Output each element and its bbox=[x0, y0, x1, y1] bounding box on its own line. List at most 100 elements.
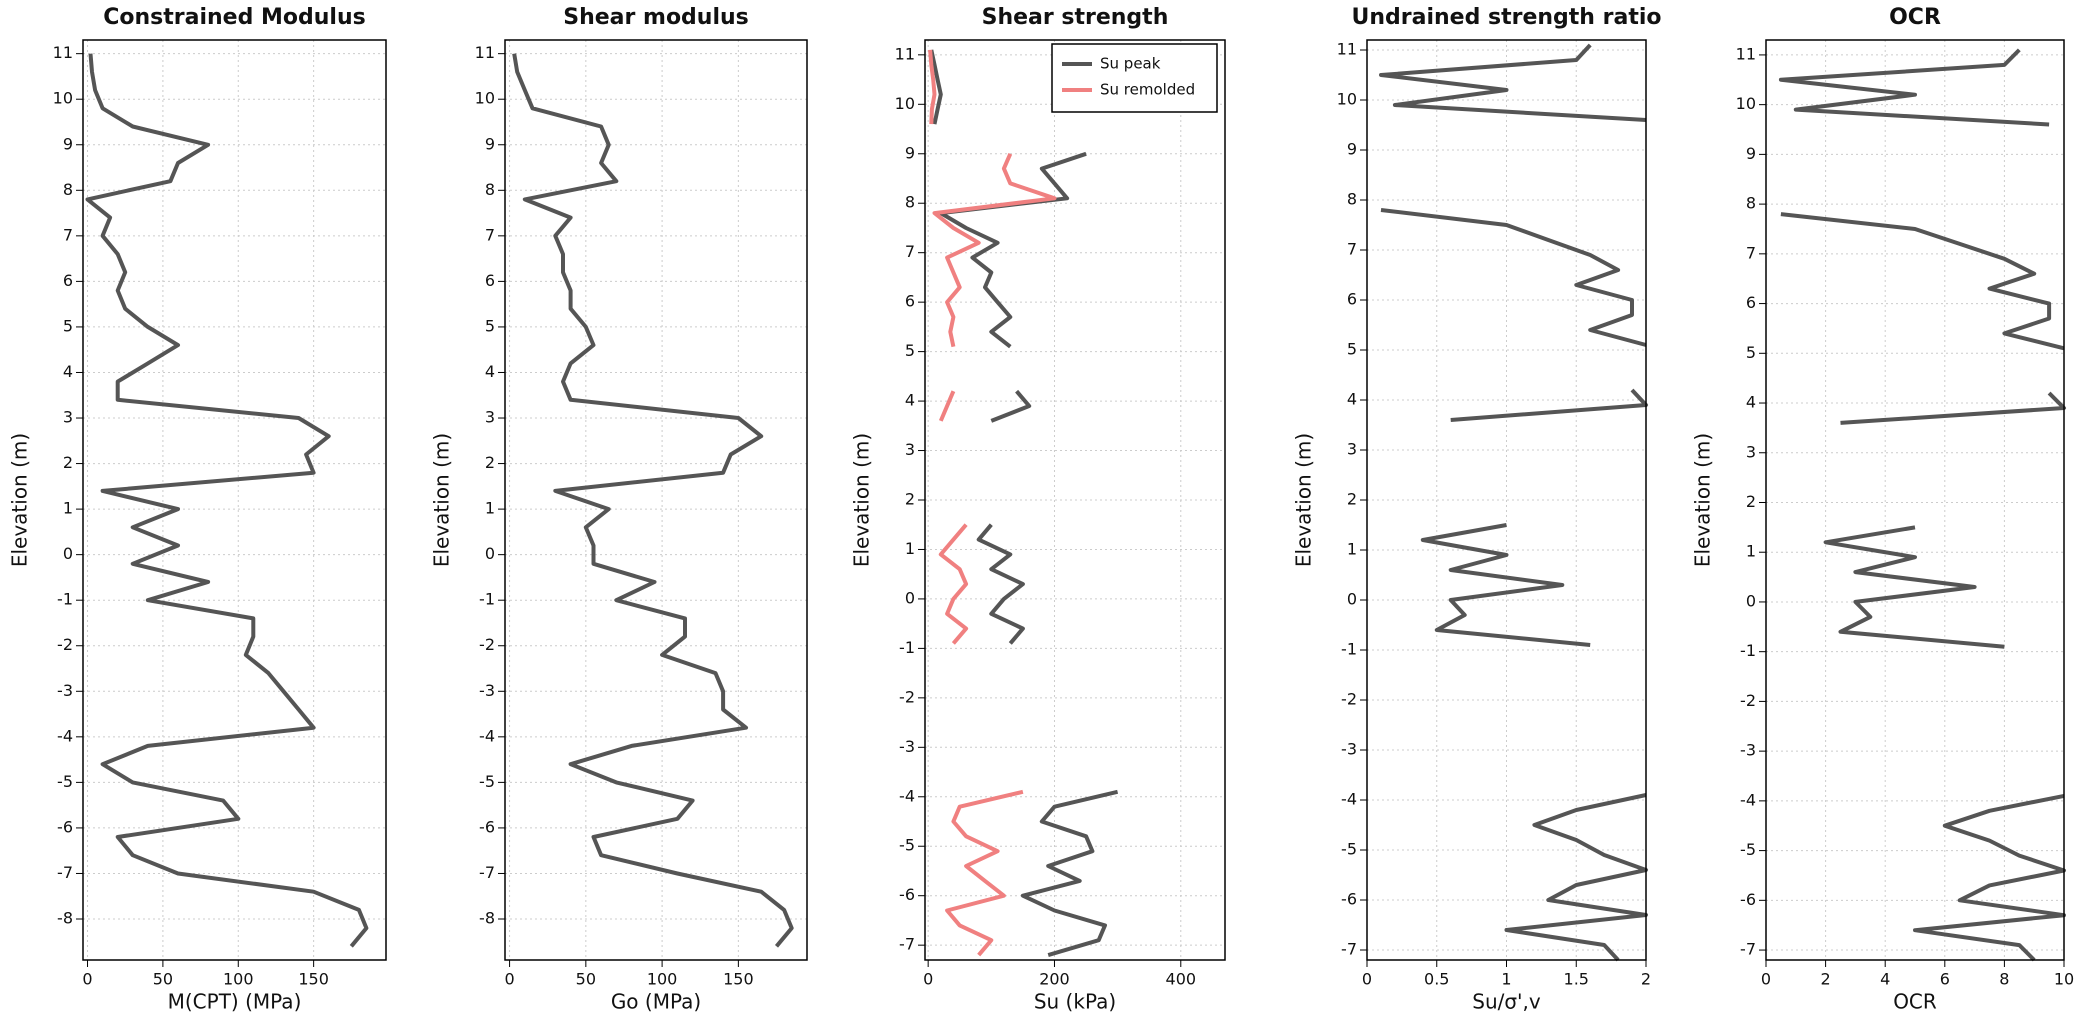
y-tick-label: -2 bbox=[57, 635, 73, 654]
y-tick-label: 8 bbox=[1347, 190, 1357, 209]
x-tick-label: 8 bbox=[1999, 970, 2009, 989]
plot-area bbox=[83, 40, 386, 960]
y-tick-label: 6 bbox=[485, 271, 495, 290]
x-tick-label: 100 bbox=[647, 970, 678, 989]
x-axis-label: OCR bbox=[1893, 990, 1937, 1014]
y-tick-label: -4 bbox=[57, 726, 73, 745]
y-tick-label: 10 bbox=[53, 89, 73, 108]
plot-frame bbox=[82, 39, 387, 961]
y-tick-label: -2 bbox=[899, 687, 915, 706]
y-tick-label: 4 bbox=[905, 391, 915, 410]
y-tick-label: 9 bbox=[485, 134, 495, 153]
y-tick-label: -5 bbox=[899, 836, 915, 855]
y-tick-label: -3 bbox=[57, 681, 73, 700]
plot-frame bbox=[1765, 39, 2065, 961]
y-tick-label: 9 bbox=[1347, 140, 1357, 159]
x-tick-label: 10 bbox=[2054, 970, 2074, 989]
y-tick-label: -1 bbox=[479, 590, 495, 609]
y-tick-label: 4 bbox=[485, 362, 495, 381]
y-tick-label: -4 bbox=[899, 786, 915, 805]
y-tick-label: -3 bbox=[479, 681, 495, 700]
x-tick-label: 200 bbox=[1039, 970, 1070, 989]
y-tick-label: -2 bbox=[1740, 691, 1756, 710]
profile-line bbox=[928, 49, 1057, 957]
y-tick-label: 11 bbox=[1337, 40, 1357, 59]
y-tick-label: 0 bbox=[63, 544, 73, 563]
y-tick-label: 0 bbox=[905, 588, 915, 607]
y-tick-label: 8 bbox=[1746, 194, 1756, 213]
chart-title: Undrained strength ratio bbox=[1352, 5, 1662, 30]
y-tick-label: 11 bbox=[895, 44, 915, 63]
profile-line bbox=[512, 53, 794, 948]
y-tick-label: 3 bbox=[905, 440, 915, 459]
legend-label: Su peak bbox=[1100, 55, 1161, 73]
plot-area bbox=[1766, 40, 2064, 960]
y-tick-label: -4 bbox=[1341, 790, 1357, 809]
y-tick-label: 7 bbox=[905, 242, 915, 261]
y-tick-label: 6 bbox=[1347, 290, 1357, 309]
y-tick-label: 3 bbox=[485, 408, 495, 427]
y-tick-label: 4 bbox=[1347, 390, 1357, 409]
y-tick-label: -7 bbox=[479, 863, 495, 882]
profile-line bbox=[85, 53, 369, 948]
y-tick-label: 11 bbox=[1736, 44, 1756, 63]
x-tick-label: 6 bbox=[1940, 970, 1950, 989]
y-axis-label: Elevation (m) bbox=[850, 433, 874, 567]
y-tick-label: 10 bbox=[475, 89, 495, 108]
x-tick-label: 1.5 bbox=[1564, 970, 1589, 989]
x-tick-label: 0 bbox=[1362, 970, 1372, 989]
y-tick-label: -6 bbox=[479, 817, 495, 836]
y-axis-label: Elevation (m) bbox=[8, 433, 32, 567]
y-tick-label: 1 bbox=[1746, 542, 1756, 561]
y-tick-label: -5 bbox=[1341, 840, 1357, 859]
x-axis-label: Su (kPa) bbox=[1034, 990, 1116, 1014]
y-tick-label: 5 bbox=[905, 341, 915, 360]
y-tick-label: -6 bbox=[1341, 890, 1357, 909]
y-tick-label: -8 bbox=[479, 909, 495, 928]
x-axis-label: Su/σ',v bbox=[1472, 990, 1541, 1014]
y-tick-label: 6 bbox=[905, 292, 915, 311]
plot-frame bbox=[1366, 39, 1647, 961]
y-tick-label: -7 bbox=[57, 863, 73, 882]
y-tick-label: 5 bbox=[485, 316, 495, 335]
x-tick-label: 0 bbox=[1761, 970, 1771, 989]
y-tick-label: -6 bbox=[899, 885, 915, 904]
y-tick-label: 4 bbox=[63, 362, 73, 381]
chart-title: OCR bbox=[1889, 5, 1941, 30]
y-tick-label: -1 bbox=[57, 590, 73, 609]
x-tick-label: 400 bbox=[1166, 970, 1197, 989]
y-tick-label: -1 bbox=[899, 638, 915, 657]
y-tick-label: 1 bbox=[1347, 540, 1357, 559]
y-tick-label: -3 bbox=[1740, 741, 1756, 760]
x-tick-label: 150 bbox=[723, 970, 754, 989]
y-tick-label: -6 bbox=[1740, 890, 1756, 909]
y-tick-label: 8 bbox=[63, 180, 73, 199]
y-tick-label: 8 bbox=[905, 193, 915, 212]
y-tick-label: -7 bbox=[1740, 940, 1756, 959]
plot-frame bbox=[504, 39, 808, 961]
y-tick-label: 6 bbox=[63, 271, 73, 290]
y-tick-label: 9 bbox=[1746, 144, 1756, 163]
y-tick-label: 10 bbox=[1337, 90, 1357, 109]
y-tick-label: 9 bbox=[63, 134, 73, 153]
y-tick-label: -2 bbox=[1341, 690, 1357, 709]
plot-frame bbox=[924, 39, 1226, 961]
y-tick-label: -7 bbox=[899, 935, 915, 954]
y-tick-label: 2 bbox=[63, 453, 73, 472]
y-tick-label: 3 bbox=[1347, 440, 1357, 459]
legend-box bbox=[1051, 43, 1218, 113]
x-tick-label: 0 bbox=[923, 970, 933, 989]
y-tick-label: 0 bbox=[1746, 591, 1756, 610]
y-tick-label: 1 bbox=[485, 499, 495, 518]
y-tick-label: 2 bbox=[1746, 492, 1756, 511]
y-tick-label: 2 bbox=[1347, 490, 1357, 509]
y-tick-label: -4 bbox=[1740, 790, 1756, 809]
y-tick-label: -7 bbox=[1341, 940, 1357, 959]
profile-line bbox=[929, 49, 1119, 958]
y-tick-label: 0 bbox=[485, 544, 495, 563]
y-tick-label: 3 bbox=[1746, 442, 1756, 461]
y-tick-label: 10 bbox=[895, 94, 915, 113]
y-tick-label: 3 bbox=[63, 408, 73, 427]
y-tick-label: 2 bbox=[905, 490, 915, 509]
